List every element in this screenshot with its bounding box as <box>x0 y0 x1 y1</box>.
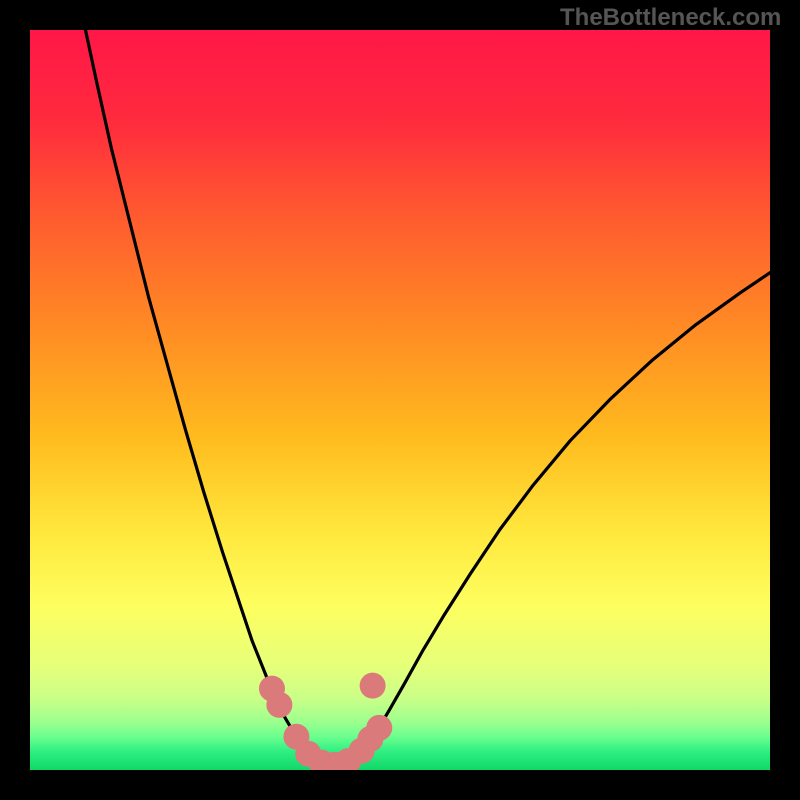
marker-dot <box>266 692 292 718</box>
watermark-text: TheBottleneck.com <box>560 4 781 32</box>
bottleneck-curve <box>86 30 771 766</box>
plot-area <box>30 30 770 770</box>
marker-dot <box>360 673 386 699</box>
marker-dot <box>366 715 392 741</box>
curve-layer <box>30 30 770 770</box>
marker-group <box>259 673 392 770</box>
